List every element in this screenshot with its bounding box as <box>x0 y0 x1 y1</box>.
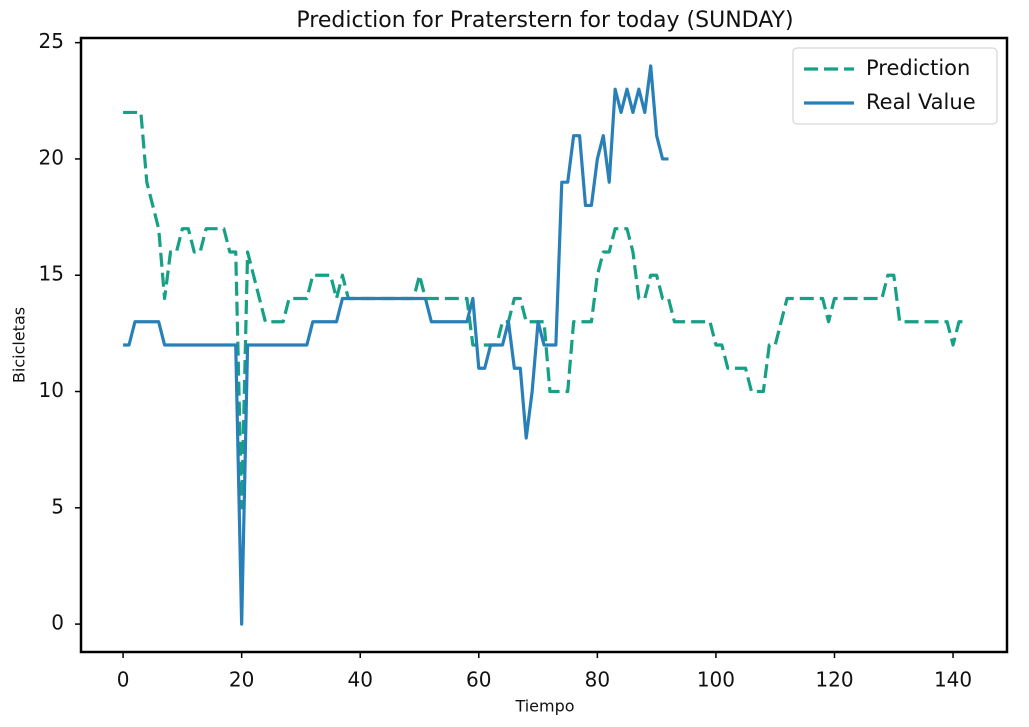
y-tick-label: 10 <box>39 378 64 402</box>
series-line <box>123 110 965 510</box>
plot-frame <box>79 36 1009 654</box>
y-tick-label: 15 <box>39 262 64 286</box>
y-tick-label: 25 <box>39 29 64 53</box>
y-tick-label: 0 <box>51 611 64 635</box>
x-tick-label: 80 <box>585 668 610 692</box>
x-tick-label: 40 <box>347 668 372 692</box>
y-tick-label: 5 <box>51 494 64 518</box>
x-tick-label: 100 <box>697 668 735 692</box>
x-tick-label: 0 <box>117 668 130 692</box>
chart-title: Prediction for Praterstern for today (SU… <box>296 8 793 33</box>
y-tick-label: 20 <box>39 145 64 169</box>
x-tick-label: 60 <box>466 668 491 692</box>
y-axis-label: Bicicletas <box>10 307 29 383</box>
series-line <box>123 64 669 626</box>
legend-box <box>792 47 998 125</box>
x-tick-label: 20 <box>229 668 254 692</box>
legend-label: Prediction <box>866 56 970 80</box>
legend-label: Real Value <box>866 90 976 114</box>
x-tick-label: 140 <box>934 668 972 692</box>
x-tick-label: 120 <box>815 668 853 692</box>
x-axis-label: Tiempo <box>514 697 574 716</box>
